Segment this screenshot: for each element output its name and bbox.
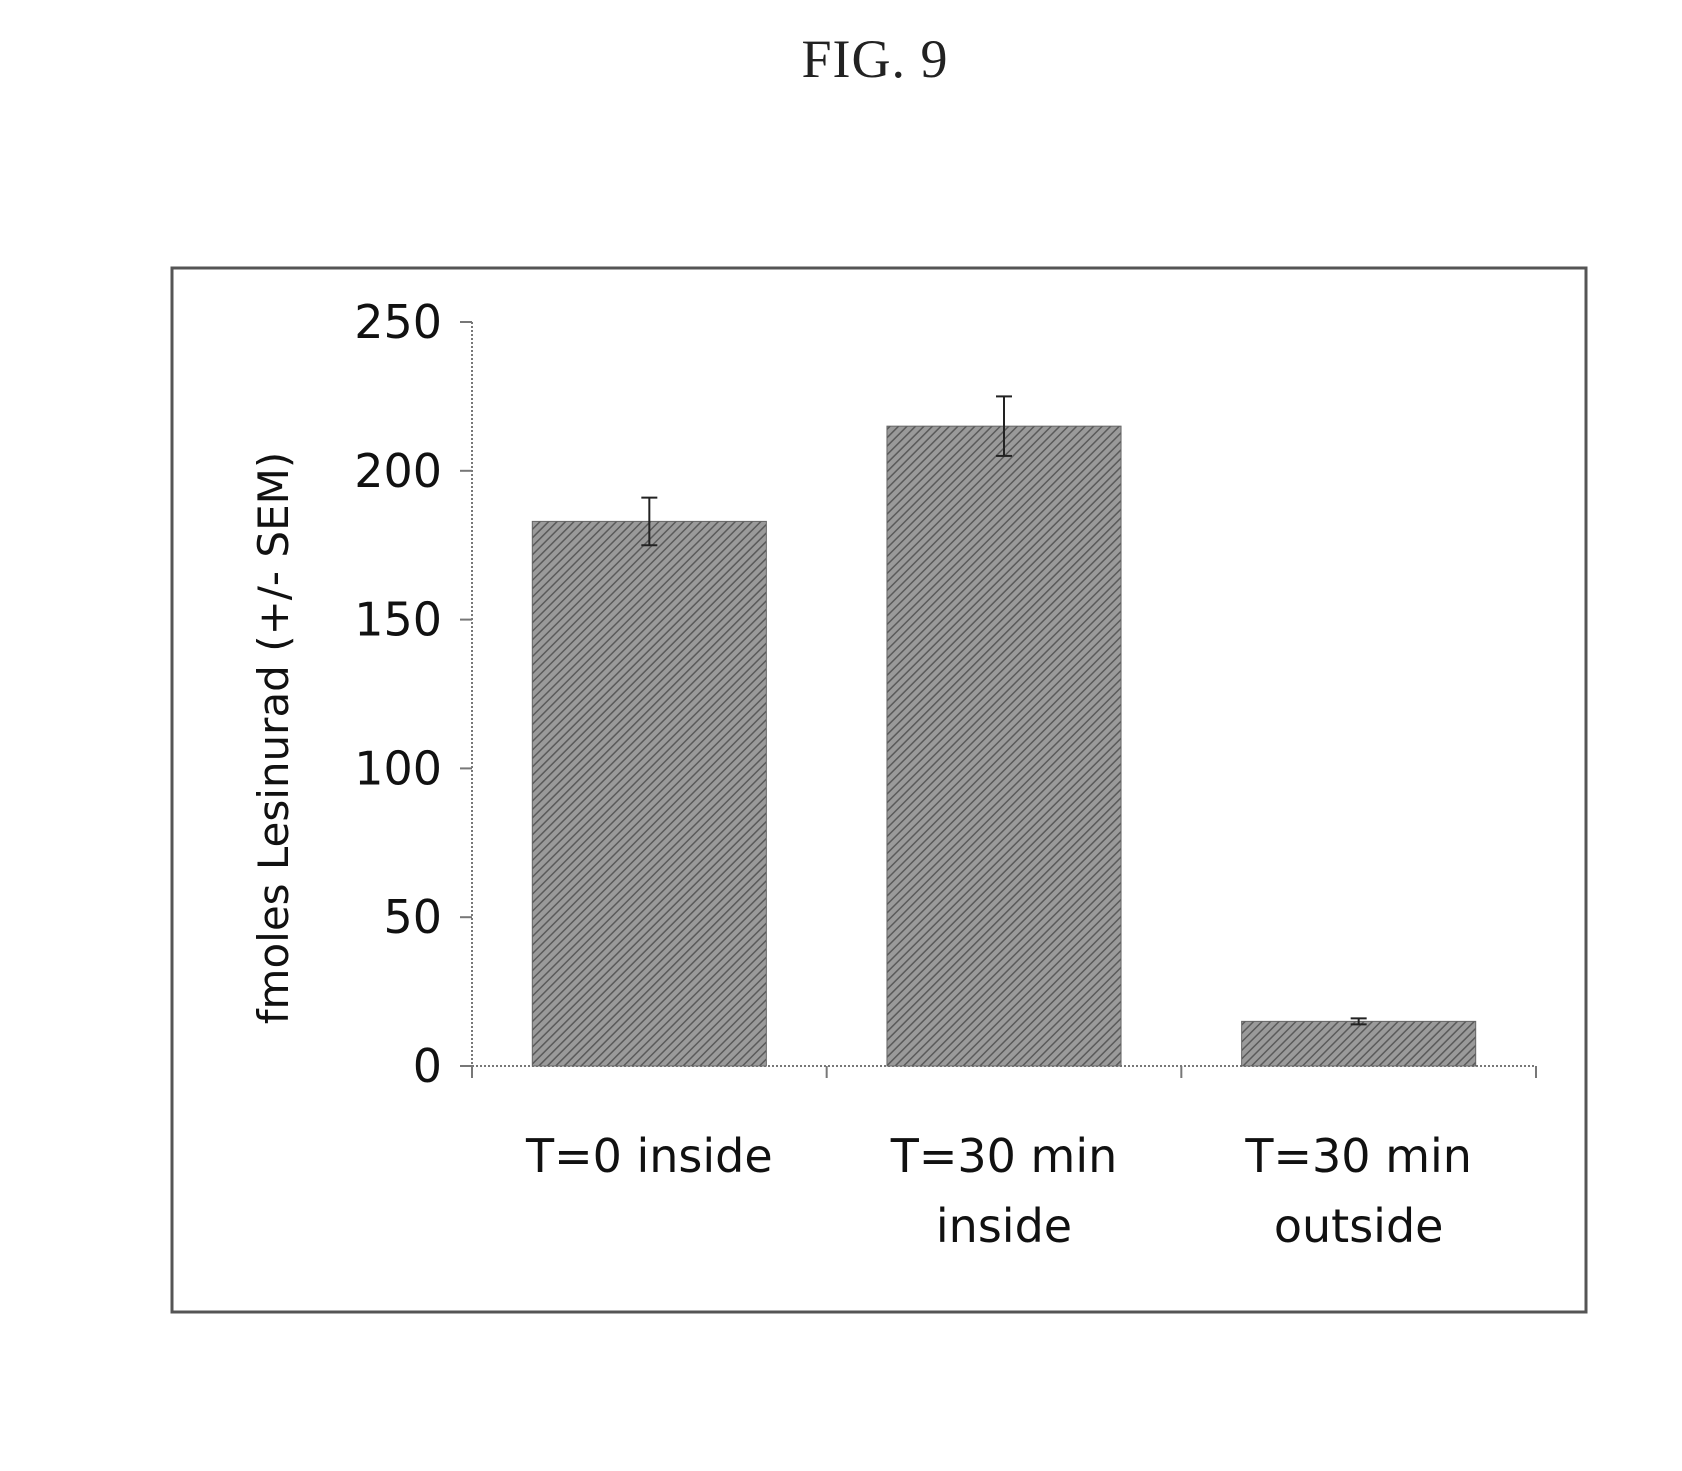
x-axis — [460, 1066, 1536, 1078]
x-tick-label: T=30 min — [1244, 1129, 1472, 1183]
y-tick-label: 200 — [354, 444, 442, 498]
y-tick-label: 150 — [354, 593, 442, 647]
x-tick-labels: T=0 inside T=30 min inside T=30 min outside — [525, 1129, 1472, 1253]
y-tick-label: 250 — [354, 295, 442, 349]
bar — [532, 521, 766, 1066]
bar — [887, 426, 1121, 1066]
bars-group — [532, 426, 1475, 1066]
x-tick-label: T=0 inside — [525, 1129, 773, 1183]
bar — [1242, 1021, 1476, 1066]
y-axis-label: fmoles Lesinurad (+/- SEM) — [249, 452, 298, 1025]
y-tick-label: 100 — [354, 741, 442, 795]
x-tick-label: outside — [1274, 1199, 1444, 1253]
y-axis: 0 50 100 150 200 250 — [354, 295, 472, 1093]
x-tick-label: inside — [936, 1199, 1072, 1253]
x-tick-label: T=30 min — [890, 1129, 1118, 1183]
y-tick-label: 50 — [383, 890, 442, 944]
y-tick-label: 0 — [413, 1039, 442, 1093]
